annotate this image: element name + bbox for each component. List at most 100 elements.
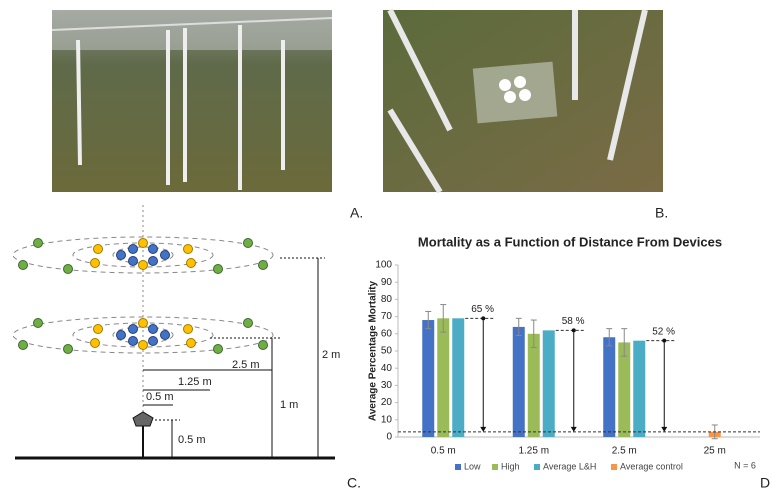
panel-label: C. bbox=[347, 475, 361, 491]
photo-b bbox=[383, 8, 663, 194]
sensor-inner bbox=[160, 330, 170, 340]
bar bbox=[542, 330, 555, 437]
sensor-inner bbox=[128, 336, 138, 346]
radius-label: 2.5 m bbox=[232, 359, 260, 371]
legend-swatch bbox=[611, 464, 617, 470]
sensor-middle bbox=[186, 338, 196, 348]
error-bar bbox=[425, 310, 432, 330]
sensor-middle bbox=[183, 324, 193, 334]
dimension-lines bbox=[15, 257, 335, 460]
x-tick-label: 0.5 m bbox=[431, 446, 456, 457]
sensor-outer bbox=[18, 340, 28, 350]
bar bbox=[633, 340, 646, 437]
sensor-outer bbox=[243, 318, 253, 328]
sensor-outer bbox=[258, 340, 268, 350]
y-tick-label: 20 bbox=[381, 397, 393, 408]
arrow-head bbox=[662, 338, 667, 343]
error-bar bbox=[606, 328, 613, 347]
y-tick-label: 30 bbox=[381, 380, 393, 391]
x-tick-label: 25 m bbox=[704, 446, 726, 457]
error-bar bbox=[515, 317, 522, 337]
sensor-middle bbox=[93, 324, 103, 334]
y-tick-label: 90 bbox=[381, 277, 393, 288]
chart-title: Mortality as a Function of Distance From… bbox=[418, 234, 722, 249]
sensor-middle bbox=[138, 318, 148, 328]
sensor-middle bbox=[90, 258, 100, 268]
sensor-outer bbox=[18, 260, 28, 270]
sensor-outer bbox=[33, 318, 43, 328]
sensor-outer bbox=[213, 344, 223, 354]
panel-label: A. bbox=[350, 205, 363, 221]
panel-label: B. bbox=[655, 205, 668, 221]
legend-label: Average L&H bbox=[543, 461, 596, 471]
sensor-outer bbox=[63, 264, 73, 274]
sensor-inner bbox=[128, 244, 138, 254]
bar bbox=[603, 337, 616, 437]
sensor-inner bbox=[148, 324, 158, 334]
sensor-inner bbox=[116, 250, 126, 260]
y-tick-label: 60 bbox=[381, 328, 393, 339]
diagram bbox=[12, 205, 274, 420]
bar bbox=[422, 320, 435, 437]
annotation: 52 % bbox=[652, 326, 675, 337]
note: N = 6 bbox=[734, 460, 756, 470]
sensor-middle bbox=[90, 338, 100, 348]
sensor-inner bbox=[160, 250, 170, 260]
y-tick-label: 50 bbox=[381, 346, 393, 357]
sensor-outer bbox=[213, 264, 223, 274]
arrow-head bbox=[661, 426, 668, 432]
bar bbox=[527, 333, 540, 437]
sensor-inner bbox=[148, 336, 158, 346]
arrow-head bbox=[480, 426, 487, 432]
sensor-outer bbox=[63, 344, 73, 354]
sensor-inner bbox=[148, 244, 158, 254]
y-axis-label: Average Percentage Mortality bbox=[368, 280, 379, 421]
height-label: 0.5 m bbox=[178, 434, 206, 446]
radius-label: 0.5 m bbox=[146, 391, 174, 403]
height-label: 2 m bbox=[322, 349, 340, 361]
arrow-head bbox=[571, 328, 576, 333]
x-tick-label: 1.25 m bbox=[518, 446, 549, 457]
bar bbox=[452, 318, 465, 437]
sensor-outer bbox=[33, 238, 43, 248]
sensor-middle bbox=[93, 244, 103, 254]
sensor-middle bbox=[186, 258, 196, 268]
bar bbox=[618, 342, 631, 437]
sensor-inner bbox=[116, 330, 126, 340]
radius-label: 1.25 m bbox=[178, 376, 212, 388]
y-tick-label: 40 bbox=[381, 363, 393, 374]
arrow-head bbox=[481, 316, 486, 321]
bar bbox=[437, 318, 450, 437]
sensor-middle bbox=[138, 260, 148, 270]
error-bar bbox=[621, 328, 628, 357]
legend-label: Average control bbox=[620, 461, 683, 471]
sensor-middle bbox=[183, 244, 193, 254]
y-tick-label: 100 bbox=[375, 260, 392, 271]
x-tick-label: 2.5 m bbox=[612, 446, 637, 457]
sensor-inner bbox=[128, 324, 138, 334]
sensor-middle bbox=[138, 340, 148, 350]
error-bar bbox=[530, 319, 537, 349]
legend-swatch bbox=[455, 464, 461, 470]
sensor-middle bbox=[138, 238, 148, 248]
y-tick-label: 10 bbox=[381, 414, 393, 425]
y-tick-label: 70 bbox=[381, 311, 393, 322]
photo-a bbox=[51, 10, 333, 192]
sensor-outer bbox=[258, 260, 268, 270]
legend-label: High bbox=[501, 461, 520, 471]
bar bbox=[512, 326, 525, 437]
annotation: 65 % bbox=[471, 304, 494, 315]
y-tick-label: 80 bbox=[381, 294, 393, 305]
legend-swatch bbox=[492, 464, 498, 470]
sensor-outer bbox=[243, 238, 253, 248]
sensor-inner bbox=[148, 256, 158, 266]
legend-label: Low bbox=[464, 461, 481, 471]
sensor-inner bbox=[128, 256, 138, 266]
error-bar bbox=[440, 304, 447, 333]
arrow-head bbox=[570, 426, 577, 432]
y-tick-label: 0 bbox=[386, 432, 392, 443]
height-label: 1 m bbox=[280, 399, 298, 411]
annotation: 58 % bbox=[562, 316, 585, 327]
panel-label: D bbox=[760, 475, 770, 491]
